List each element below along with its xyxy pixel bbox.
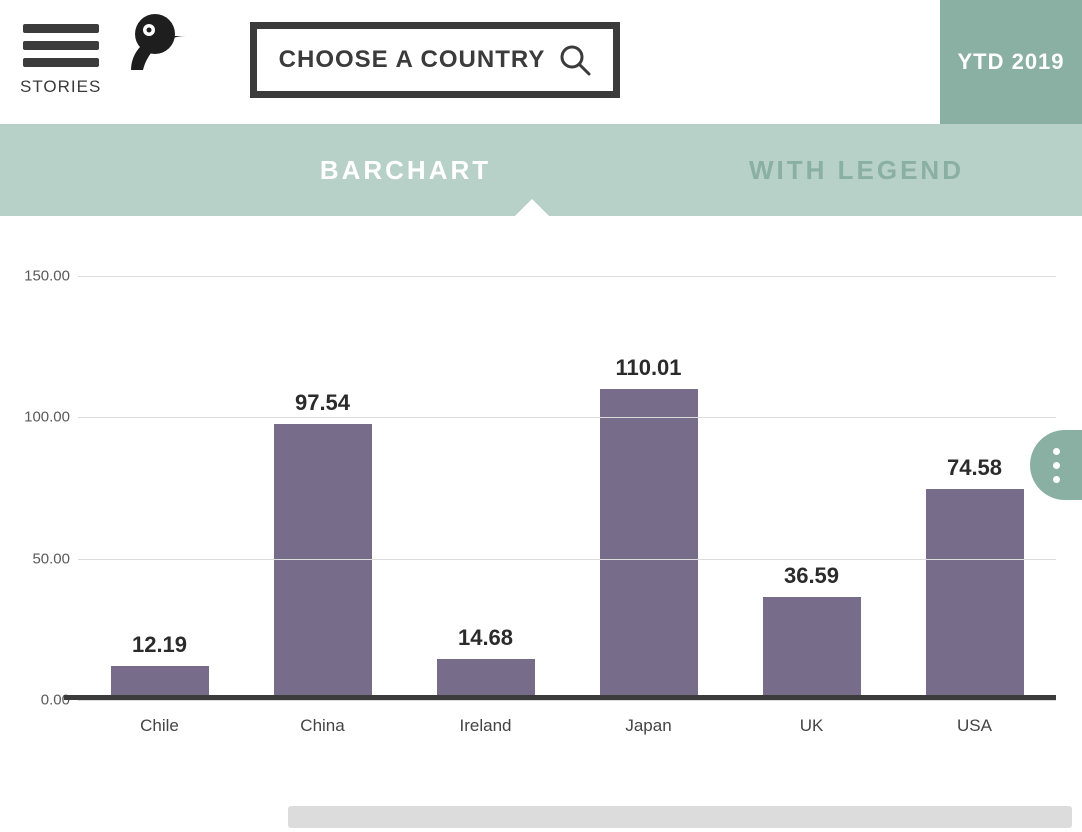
x-axis-label: Ireland: [460, 716, 512, 736]
toucan-logo-icon: [121, 12, 187, 77]
header: STORIES CHOOSE A COUNTRY YTD 2019: [0, 0, 1082, 124]
x-axis-label: China: [300, 716, 344, 736]
chart-plot-area: 12.1997.5414.68110.0136.5974.58: [78, 276, 1056, 700]
tab-bar-spacer: [0, 124, 180, 216]
ytd-filter-button[interactable]: YTD 2019: [940, 0, 1082, 124]
kebab-dot-icon: [1053, 476, 1060, 483]
bar-value-label: 14.68: [406, 625, 566, 651]
y-tick-label: 150.00: [24, 268, 70, 285]
search-icon: [559, 44, 591, 76]
bar[interactable]: [600, 389, 698, 700]
ytd-label: YTD 2019: [957, 49, 1064, 75]
bar[interactable]: [926, 489, 1024, 700]
y-tick-label: 100.00: [24, 409, 70, 426]
tab-with-legend[interactable]: WITH LEGEND: [631, 124, 1082, 216]
kebab-dot-icon: [1053, 448, 1060, 455]
gridline: [78, 559, 1056, 560]
stories-menu-button[interactable]: STORIES: [20, 24, 101, 97]
x-axis-labels: Chile China Ireland Japan UK USA: [78, 706, 1056, 736]
x-axis-label: Japan: [625, 716, 671, 736]
tab-bar: BARCHART WITH LEGEND: [0, 124, 1082, 216]
country-selector-button[interactable]: CHOOSE A COUNTRY: [250, 22, 620, 98]
kebab-dot-icon: [1053, 462, 1060, 469]
bar-value-label: 110.01: [569, 355, 729, 381]
tab-barchart-label: BARCHART: [320, 155, 491, 186]
bar-value-label: 97.54: [243, 390, 403, 416]
y-tick-label: 50.00: [32, 550, 70, 567]
bar[interactable]: [763, 597, 861, 700]
gridline: [78, 417, 1056, 418]
bar-value-label: 12.19: [80, 632, 240, 658]
y-axis: 0.0050.00100.00150.00: [26, 276, 78, 700]
gridline: [78, 700, 1056, 701]
active-tab-indicator-icon: [514, 199, 550, 217]
x-axis-label: UK: [800, 716, 824, 736]
tab-with-legend-label: WITH LEGEND: [749, 155, 964, 186]
bar-chart: 0.0050.00100.00150.00 12.1997.5414.68110…: [26, 276, 1056, 736]
bar[interactable]: [437, 659, 535, 700]
stories-label: STORIES: [20, 77, 101, 97]
tab-barchart[interactable]: BARCHART: [180, 124, 631, 216]
hamburger-icon: [20, 24, 101, 67]
bar-value-label: 36.59: [732, 563, 892, 589]
x-axis-label: USA: [957, 716, 992, 736]
chart-container: 0.0050.00100.00150.00 12.1997.5414.68110…: [0, 216, 1082, 736]
x-axis-label: Chile: [140, 716, 179, 736]
horizontal-scrollbar[interactable]: [288, 806, 1072, 828]
bar[interactable]: [274, 424, 372, 700]
gridline: [78, 276, 1056, 277]
country-selector-label: CHOOSE A COUNTRY: [279, 46, 546, 74]
